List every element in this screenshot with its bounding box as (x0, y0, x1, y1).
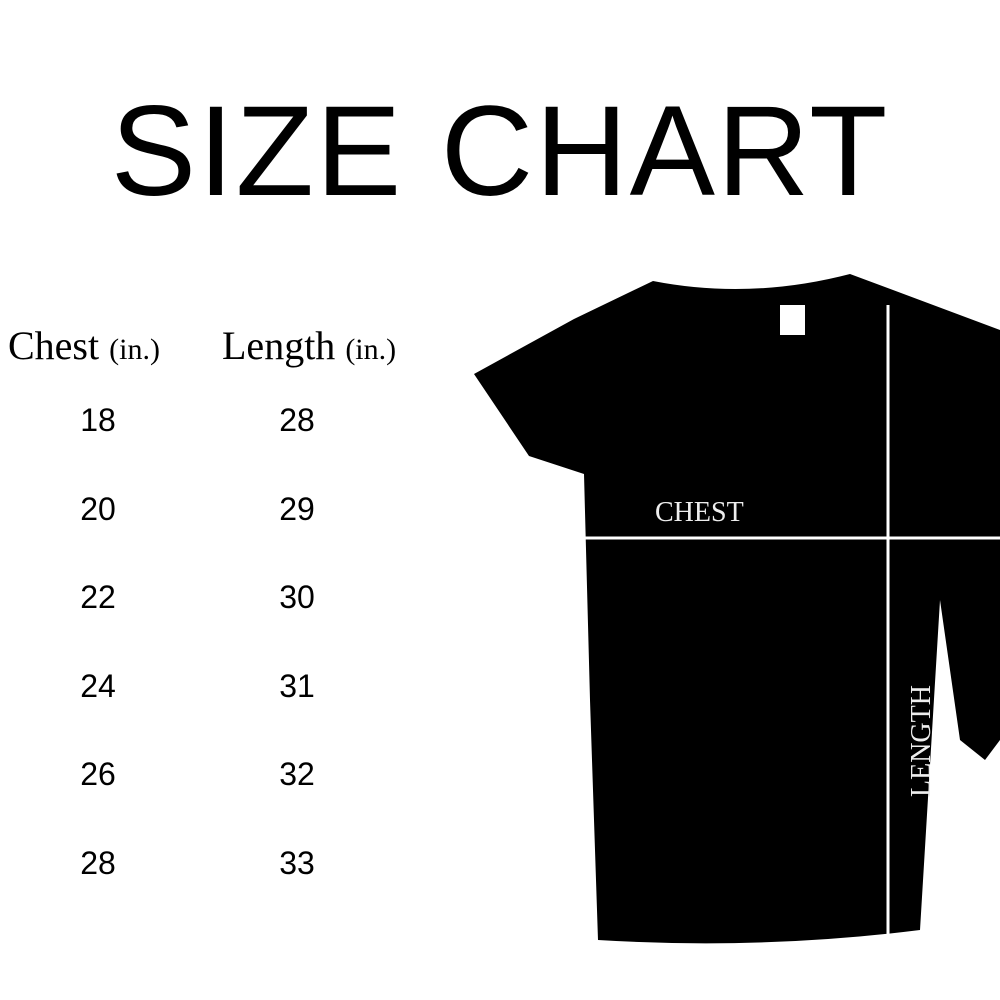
table-cell-length: 29 (279, 490, 315, 527)
header-chest: Chest (in.) (8, 322, 160, 369)
header-length: Length (in.) (222, 322, 396, 369)
table-cell-length: 32 (279, 756, 315, 792)
length-label: LENGTH (906, 685, 937, 797)
table-cell-length: 30 (279, 579, 315, 615)
page-title: SIZE CHART (110, 80, 890, 223)
chest-label: CHEST (655, 497, 744, 528)
table-cell-length: 31 (279, 667, 315, 704)
header-length-unit: (in.) (345, 333, 397, 366)
header-chest-label: Chest (8, 323, 100, 368)
header-length-label: Length (222, 323, 336, 368)
header-chest-unit: (in.) (109, 333, 160, 366)
table-cell-chest: 18 (80, 402, 116, 438)
table-cell-length: 33 (279, 844, 315, 881)
table-cell-chest: 26 (80, 756, 116, 792)
tag-label (780, 305, 805, 335)
table-cell-chest: 22 (80, 579, 116, 615)
table-cell-chest: 24 (80, 667, 116, 704)
table-cell-chest: 28 (80, 844, 116, 881)
tshirt-shape (474, 274, 1000, 944)
table-cell-chest: 20 (80, 490, 116, 527)
table-cell-length: 28 (279, 402, 315, 438)
